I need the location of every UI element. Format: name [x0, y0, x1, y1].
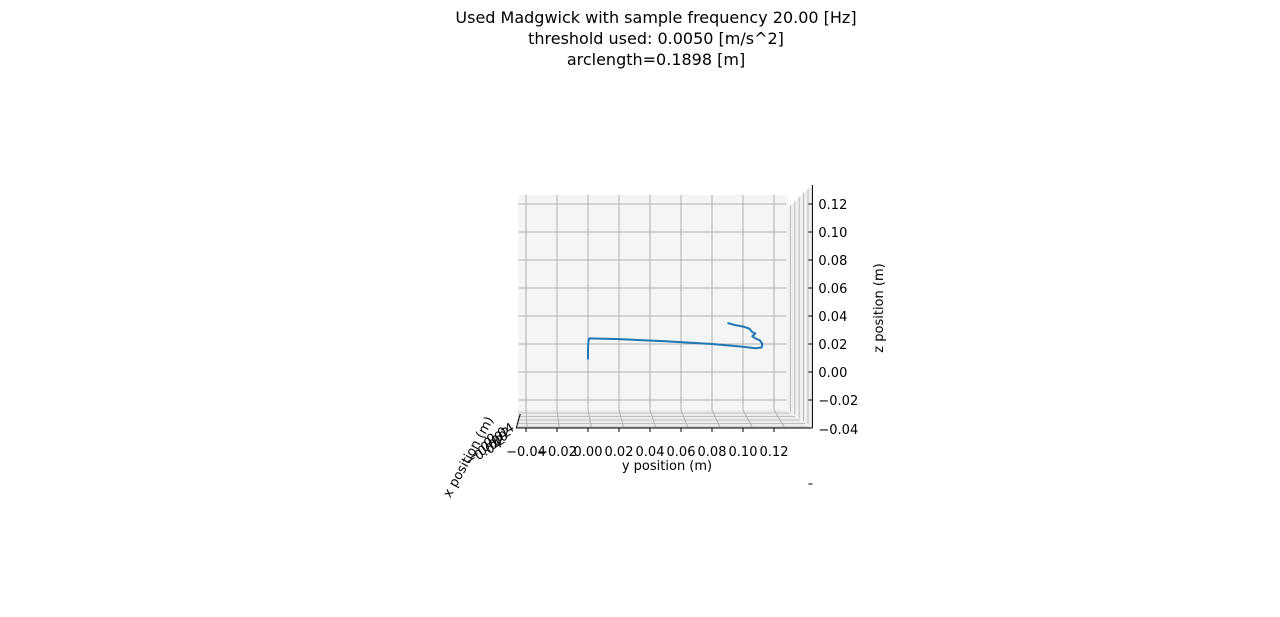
z-tick-label: 0.10	[818, 226, 847, 241]
y-tick-label: 0.10	[729, 445, 758, 460]
title-line-3: arclength=0.1898 [m]	[566, 50, 746, 69]
z-tick-label: 0.00	[818, 366, 847, 381]
z-tick-label: 0.06	[818, 282, 847, 297]
y-tick-label: 0.02	[605, 445, 634, 460]
y-tick-label: 0.08	[698, 445, 727, 460]
trajectory-line	[587, 322, 764, 360]
grid-lines	[516, 185, 813, 429]
y-axis-label: y position (m)	[622, 459, 712, 474]
x-axis-line	[515, 413, 521, 429]
axis-lines	[515, 185, 813, 429]
data-series	[587, 322, 764, 360]
tick-marks	[525, 203, 813, 485]
z-tick-label: 0.08	[818, 254, 847, 269]
axis-panes	[516, 185, 813, 428]
z-axis-label: z position (m)	[872, 263, 887, 352]
side-pane	[788, 185, 813, 428]
y-tick-label: 0.12	[760, 445, 789, 460]
z-tick-label: 0.12	[818, 198, 847, 213]
y-tick-label: 0.06	[667, 445, 696, 460]
y-tick-label: 0.04	[636, 445, 665, 460]
title-line-1: Used Madgwick with sample frequency 20.0…	[455, 8, 857, 27]
y-tick-label: −0.02	[537, 445, 577, 460]
z-tick-label: 0.02	[818, 338, 847, 353]
back-pane	[518, 195, 789, 410]
z-tick-label: 0.04	[818, 310, 847, 325]
title-line-2: threshold used: 0.0050 [m/s^2]	[528, 29, 784, 48]
z-tick-label: −0.04	[818, 423, 858, 438]
y-tick-label: 0.00	[574, 445, 603, 460]
chart-title: Used Madgwick with sample frequency 20.0…	[0, 7, 1280, 70]
z-tick-label: −0.02	[818, 394, 858, 409]
y-tick-label: −0.04	[506, 445, 546, 460]
